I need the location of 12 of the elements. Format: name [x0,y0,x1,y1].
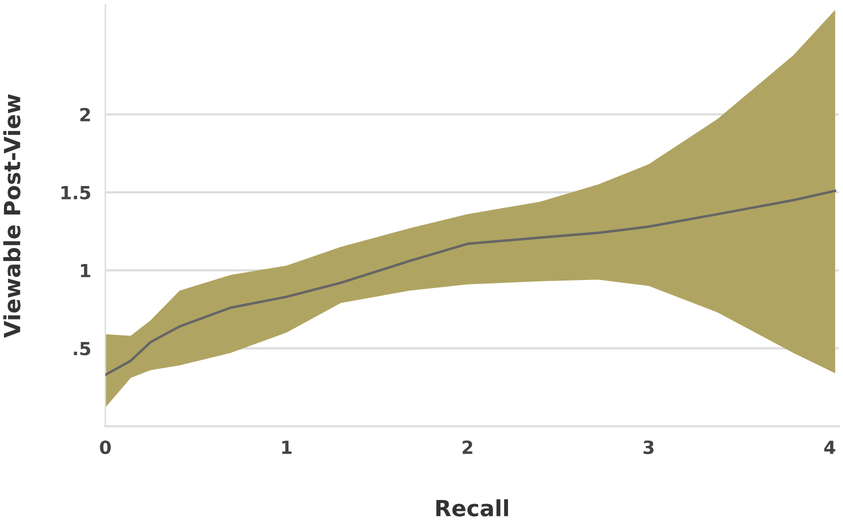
x-tick-label: 3 [644,440,654,454]
y-tick-label: 1 [80,264,90,278]
line-series [105,190,836,376]
x-tick-label: 4 [824,440,836,454]
x-tick-label: 2 [462,440,472,454]
y-tick-label: 2 [80,108,90,122]
y-axis-title: Viewable Post-View [3,94,20,338]
x-tick-label: 1 [282,440,292,454]
x-axis-title: Recall [436,499,508,516]
y-tick-label: .5 [74,342,90,356]
x-tick-label: 0 [100,440,111,454]
y-tick-label: 1.5 [62,186,90,200]
